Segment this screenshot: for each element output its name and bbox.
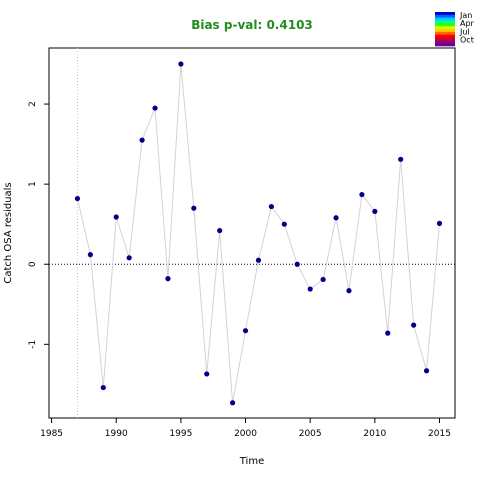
x-tick-label: 1995 xyxy=(169,429,192,439)
legend-color-swatch xyxy=(435,12,455,16)
residual-point xyxy=(230,400,236,406)
x-tick-label: 1985 xyxy=(40,429,63,439)
residual-point xyxy=(294,261,300,267)
x-tick-label: 1990 xyxy=(105,429,128,439)
legend-label: Jan xyxy=(459,11,472,20)
legend-label: Jul xyxy=(459,27,470,36)
legend-color-swatch xyxy=(435,14,455,18)
legend-color-swatch xyxy=(435,23,455,27)
legend-color-swatch xyxy=(435,17,455,21)
residual-point xyxy=(139,137,145,143)
legend-label: Apr xyxy=(460,19,475,28)
y-tick-label: -1 xyxy=(28,340,38,349)
residual-point xyxy=(165,276,171,282)
residual-point xyxy=(385,330,391,336)
legend-color-swatch xyxy=(435,43,455,47)
residual-point xyxy=(423,368,430,374)
residual-point xyxy=(281,221,287,227)
residual-point xyxy=(307,286,313,292)
residual-point xyxy=(100,384,106,391)
residual-point xyxy=(411,322,417,328)
legend-color-swatch xyxy=(435,26,455,30)
residual-point xyxy=(152,105,158,111)
y-axis-label: Catch OSA residuals xyxy=(3,182,14,283)
residual-connector-line xyxy=(76,63,440,403)
residual-point xyxy=(178,61,184,67)
legend-color-swatch xyxy=(435,20,455,24)
residual-point xyxy=(346,288,352,294)
residual-point xyxy=(242,328,249,334)
x-axis: 1985 1990 1995 2000 2005 2010 2015 xyxy=(40,418,451,439)
residual-point xyxy=(255,257,262,263)
legend-color-swatch xyxy=(435,37,455,41)
residual-point xyxy=(87,252,93,258)
legend-color-swatch xyxy=(435,31,455,35)
y-tick-label: 2 xyxy=(28,101,38,107)
residual-point xyxy=(436,220,443,226)
residual-point xyxy=(113,214,119,220)
residual-points xyxy=(74,61,443,406)
y-tick-label: 1 xyxy=(28,181,38,187)
legend-label: Oct xyxy=(460,36,474,45)
legend-color-swatch xyxy=(435,29,455,33)
residual-point xyxy=(333,215,339,221)
residual-point xyxy=(191,205,197,211)
legend-color-swatch xyxy=(435,40,455,44)
residual-point xyxy=(359,191,365,198)
legend-color-swatch xyxy=(435,34,455,38)
x-tick-label: 2005 xyxy=(299,429,322,439)
residual-point xyxy=(372,208,378,214)
residual-point xyxy=(268,203,274,210)
y-tick-label: 0 xyxy=(28,261,38,267)
x-tick-label: 2015 xyxy=(428,429,451,439)
x-tick-label: 2010 xyxy=(363,429,386,439)
residual-point xyxy=(398,156,404,162)
plot-frame xyxy=(48,47,456,419)
residual-point xyxy=(217,227,223,234)
chart-title: Bias p-val: 0.4103 xyxy=(191,18,313,32)
residual-point xyxy=(74,195,81,202)
residual-point xyxy=(126,255,132,261)
residual-point xyxy=(204,371,210,377)
x-axis-label: Time xyxy=(239,456,264,467)
y-axis: -1 0 1 2 xyxy=(28,101,49,349)
x-tick-label: 2000 xyxy=(234,429,257,439)
residual-point xyxy=(320,276,326,283)
